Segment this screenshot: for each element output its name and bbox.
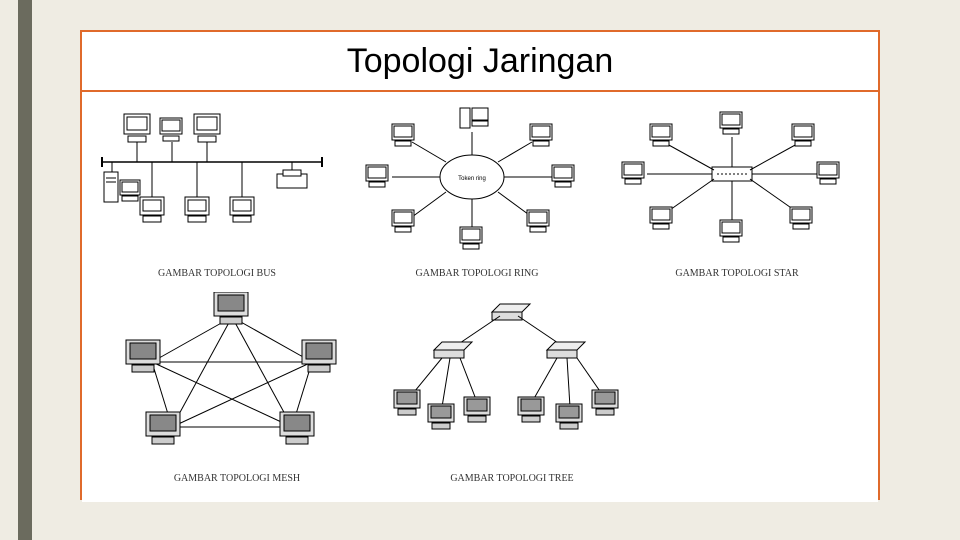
title-bar: Topologi Jaringan	[82, 32, 878, 92]
computer-icon	[366, 165, 388, 187]
caption-bus: GAMBAR TOPOLOGI BUS	[92, 268, 342, 279]
computer-icon	[185, 197, 209, 222]
server-icon	[104, 172, 118, 202]
computer-icon	[556, 404, 582, 429]
computer-icon	[160, 118, 182, 141]
computer-icon	[552, 165, 574, 187]
topology-star-panel: GAMBAR TOPOLOGI STAR	[612, 102, 862, 277]
hub-icon	[547, 342, 585, 358]
topology-mesh-diagram	[112, 292, 362, 462]
sidebar-accent	[18, 0, 32, 540]
computer-icon	[720, 112, 742, 134]
computer-icon	[464, 397, 490, 422]
computer-icon	[650, 207, 672, 229]
ring-center-label: Token ring	[458, 176, 486, 182]
computer-icon	[428, 404, 454, 429]
computer-icon	[790, 207, 812, 229]
topology-tree-diagram	[382, 292, 642, 462]
caption-tree: GAMBAR TOPOLOGI TREE	[382, 473, 642, 484]
topology-mesh-panel: GAMBAR TOPOLOGI MESH	[112, 292, 362, 482]
computer-icon	[460, 108, 488, 128]
computer-icon	[720, 220, 742, 242]
topology-ring-panel: Token ring	[352, 102, 602, 277]
computer-icon	[214, 292, 248, 324]
computer-icon	[592, 390, 618, 415]
topology-star-diagram	[612, 102, 862, 262]
slide-frame: Topologi Jaringan	[80, 30, 880, 500]
computer-icon	[460, 227, 482, 249]
page-title: Topologi Jaringan	[347, 42, 614, 81]
computer-icon	[120, 180, 140, 201]
computer-icon	[392, 124, 414, 146]
caption-ring: GAMBAR TOPOLOGI RING	[352, 268, 602, 279]
content-area: GAMBAR TOPOLOGI BUS Token ring	[82, 92, 878, 502]
computer-icon	[650, 124, 672, 146]
computer-icon	[622, 162, 644, 184]
computer-icon	[530, 124, 552, 146]
computer-icon	[518, 397, 544, 422]
topology-ring-diagram: Token ring	[352, 102, 602, 262]
computer-icon	[126, 340, 160, 372]
printer-icon	[277, 170, 307, 188]
computer-icon	[394, 390, 420, 415]
topology-bus-panel: GAMBAR TOPOLOGI BUS	[92, 102, 342, 277]
computer-icon	[146, 412, 180, 444]
caption-star: GAMBAR TOPOLOGI STAR	[612, 268, 862, 279]
computer-icon	[392, 210, 414, 232]
computer-icon	[194, 114, 220, 142]
topology-bus-diagram	[92, 102, 342, 262]
computer-icon	[302, 340, 336, 372]
computer-icon	[230, 197, 254, 222]
computer-icon	[280, 412, 314, 444]
topology-tree-panel: GAMBAR TOPOLOGI TREE	[382, 292, 642, 482]
caption-mesh: GAMBAR TOPOLOGI MESH	[112, 473, 362, 484]
computer-icon	[817, 162, 839, 184]
computer-icon	[124, 114, 150, 142]
computer-icon	[527, 210, 549, 232]
computer-icon	[140, 197, 164, 222]
computer-icon	[792, 124, 814, 146]
hub-icon	[434, 342, 472, 358]
